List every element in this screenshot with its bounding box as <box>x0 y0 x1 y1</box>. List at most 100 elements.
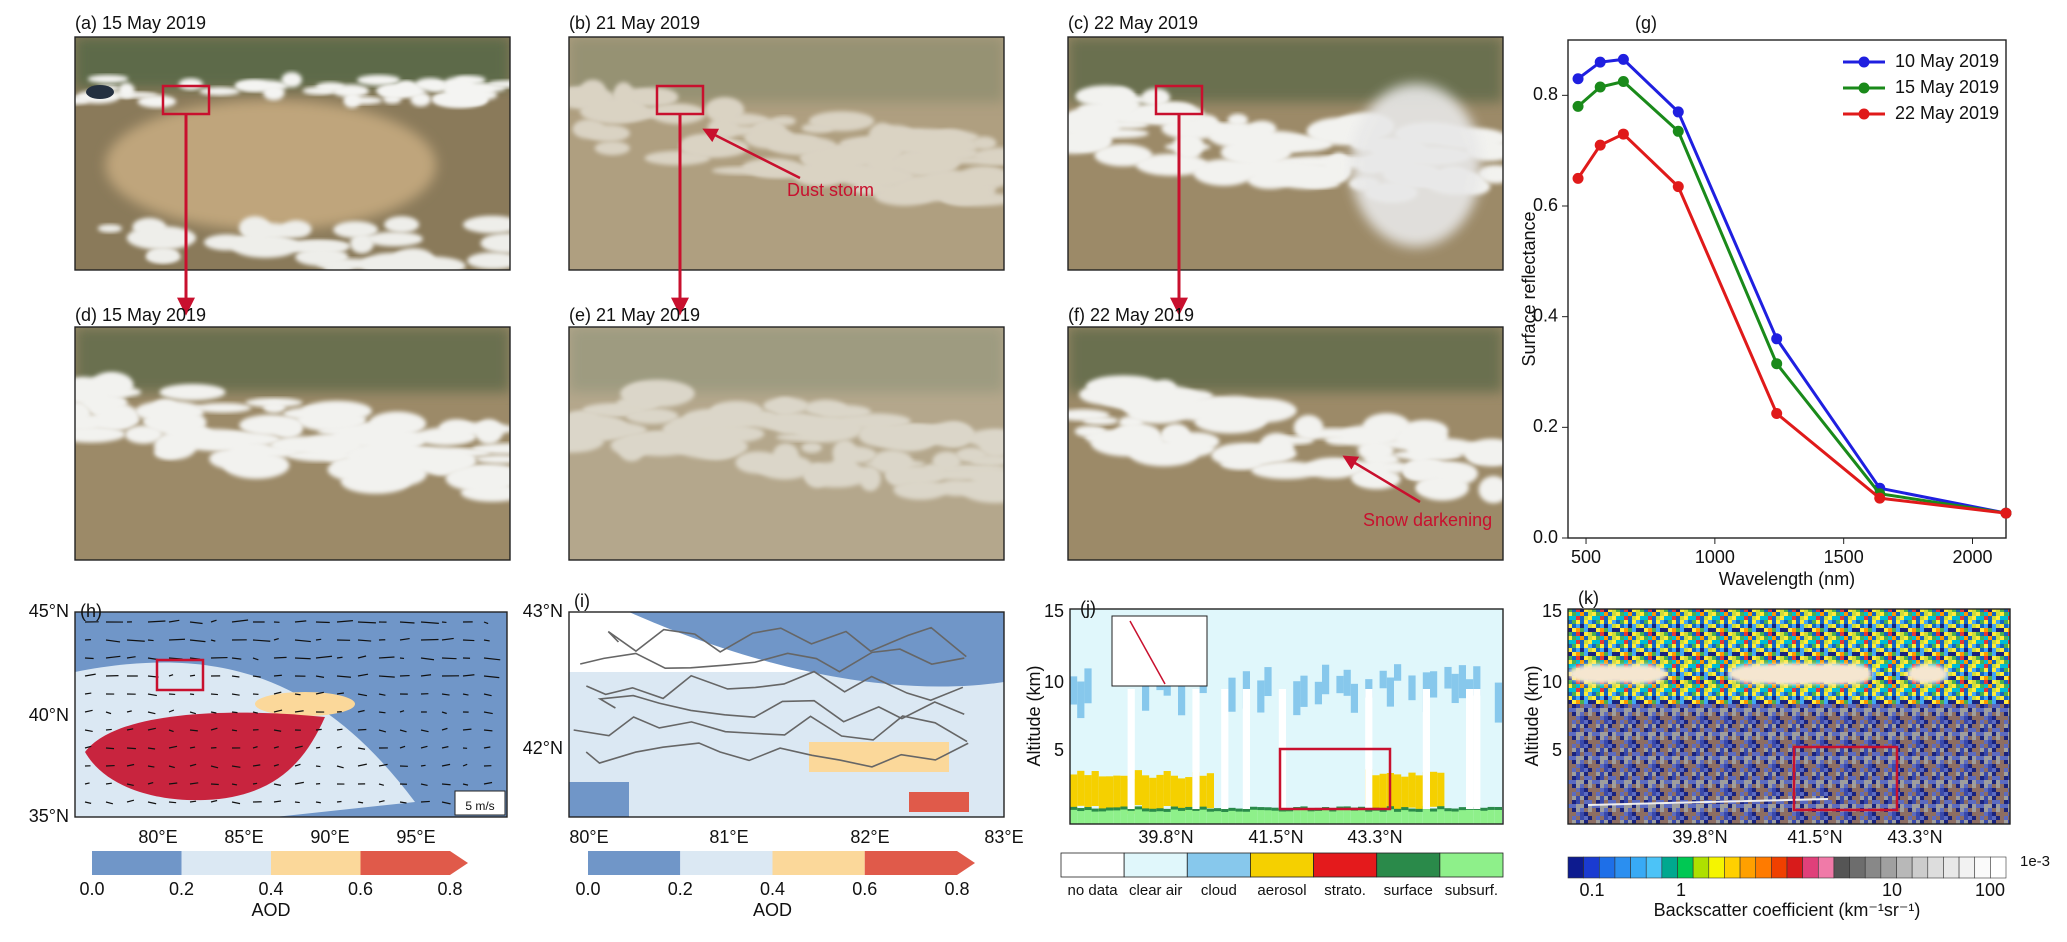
class-label: no data <box>1068 882 1119 899</box>
subsurface <box>1077 809 1085 824</box>
subsurface <box>1336 809 1344 824</box>
colorbar-segment <box>680 851 773 875</box>
colorbar-segment <box>271 851 361 875</box>
surface <box>1149 808 1157 812</box>
x-tick-label: 43.3°N <box>1347 827 1402 847</box>
legend-label: 10 May 2019 <box>1895 51 1999 71</box>
wind-vector <box>378 729 387 733</box>
colorbar-segment <box>181 851 271 875</box>
wind-vector <box>315 765 321 768</box>
snow <box>1401 461 1447 477</box>
snow <box>209 447 265 470</box>
surface <box>1480 807 1488 811</box>
wind-vector <box>441 637 454 641</box>
subsurface <box>1250 809 1258 824</box>
snow <box>1477 164 1503 184</box>
backscatter-upper <box>1568 609 2010 704</box>
y-tick-label: 15 <box>1542 601 1562 621</box>
wind-vector <box>399 745 406 749</box>
point <box>1617 53 1629 65</box>
surface <box>1098 808 1106 812</box>
snow <box>75 425 126 443</box>
wind-vector <box>189 711 197 715</box>
panel-label: (b) 21 May 2019 <box>569 13 700 33</box>
wind-vector <box>336 745 342 749</box>
colorbar-segment <box>1755 856 1772 879</box>
point <box>1771 358 1783 370</box>
aerosol <box>1437 772 1445 808</box>
wind-vector <box>315 638 322 641</box>
wind-vector <box>357 763 367 767</box>
wind-vector <box>441 711 447 715</box>
snow <box>445 85 476 99</box>
map-frame <box>74 611 508 818</box>
wind-vector <box>420 674 432 677</box>
snow <box>1406 438 1478 457</box>
cloud <box>1451 673 1459 704</box>
surface <box>1235 808 1243 812</box>
colorbar-segment <box>1817 856 1835 879</box>
surface <box>1264 807 1272 811</box>
subsurface <box>1415 809 1423 824</box>
snow <box>475 454 510 464</box>
colorbar-segment <box>1598 856 1616 879</box>
cloud <box>1257 680 1265 713</box>
lon-tick-label: 90°E <box>310 827 349 847</box>
aerosol <box>1408 772 1416 808</box>
wind-vector <box>231 657 242 660</box>
annotation: Snow darkening <box>1363 510 1492 530</box>
surface <box>1221 808 1229 812</box>
colorbar-tick-label: 0.2 <box>169 879 194 899</box>
wind-vector <box>126 763 135 767</box>
panel-label: (h) <box>80 601 102 621</box>
snow <box>287 449 355 462</box>
colorbar-segment <box>1849 856 1866 879</box>
cloud <box>1473 666 1481 696</box>
snow <box>1194 409 1267 434</box>
snow <box>1173 132 1204 160</box>
cloud <box>1070 676 1078 705</box>
cloud <box>1077 681 1085 719</box>
satellite-image <box>1068 327 1503 560</box>
snow <box>360 252 424 270</box>
snow <box>1094 143 1153 167</box>
aod-mid <box>809 742 949 772</box>
wind-vector <box>399 637 410 641</box>
wind-vector <box>420 764 426 767</box>
no-data <box>1221 689 1229 809</box>
wind-vector <box>252 711 258 714</box>
snow <box>236 80 267 91</box>
snow <box>239 216 271 240</box>
snow <box>281 220 312 238</box>
snow <box>315 82 345 93</box>
surface <box>1127 807 1135 811</box>
legend-label: 15 May 2019 <box>1895 77 1999 97</box>
aerosol <box>1134 770 1142 806</box>
satellite-image <box>75 37 510 270</box>
wind-key-box <box>454 790 506 816</box>
x-axis-label: Wavelength (nm) <box>1719 569 1855 589</box>
wind-vector <box>189 800 197 803</box>
snow <box>1478 476 1503 504</box>
point <box>1594 81 1606 93</box>
aerosol <box>1178 778 1186 814</box>
subsurface <box>1163 809 1171 824</box>
wind-vector <box>126 799 135 803</box>
snow-contour <box>580 648 965 673</box>
snow <box>1227 113 1248 127</box>
surface <box>1134 806 1142 810</box>
snow <box>1086 375 1161 398</box>
wind-vector <box>189 674 196 677</box>
lon-tick-label: 81°E <box>709 827 748 847</box>
colorbar-segment <box>1630 856 1647 879</box>
aerosol <box>1163 771 1171 807</box>
colorbar-segment <box>1880 856 1897 879</box>
plot-frame <box>1069 608 1504 825</box>
wind-vector <box>105 782 112 785</box>
surface <box>1394 808 1402 812</box>
wind-vector <box>252 675 261 678</box>
subsurface <box>1264 809 1272 824</box>
map-frame <box>568 611 1005 818</box>
class-swatch <box>1123 852 1188 878</box>
subsurface <box>1271 809 1279 824</box>
